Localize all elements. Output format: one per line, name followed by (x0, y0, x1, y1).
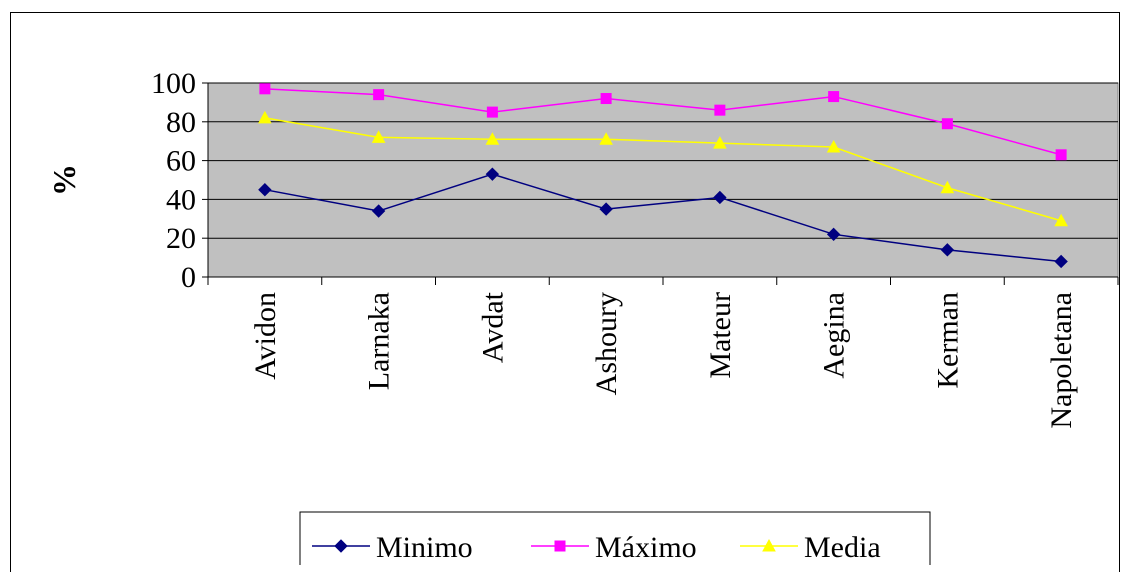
series-lines (258, 83, 1068, 269)
data-point-minimo (599, 202, 613, 216)
data-point-minimo (713, 190, 727, 205)
data-point-maximo (259, 83, 271, 95)
y-tick-label: 40 (166, 183, 196, 216)
y-tick-labels: 0 20 40 60 80 100 (151, 67, 196, 294)
axes (207, 83, 1119, 285)
x-tick-label: Napoletana (1045, 292, 1078, 429)
x-tick-label: Mateur (704, 292, 737, 379)
data-point-media (713, 136, 727, 149)
y-tick-label: 0 (181, 261, 196, 294)
legend-marker-media (762, 538, 776, 552)
data-point-minimo (1054, 254, 1068, 269)
legend-marker-maximo (554, 540, 566, 552)
data-point-media (258, 110, 272, 124)
data-point-minimo (258, 182, 272, 197)
x-tick-label: Avdat (476, 291, 509, 363)
data-point-media (826, 139, 841, 153)
data-point-minimo (371, 204, 386, 218)
legend-label-maximo: Máximo (595, 531, 697, 564)
legend-box (299, 511, 931, 565)
data-point-maximo (373, 89, 385, 101)
data-point-minimo (940, 243, 955, 257)
data-point-maximo (600, 93, 612, 105)
x-tick-label: Aegina (818, 292, 851, 379)
plot-area (207, 82, 1119, 278)
legend-label-media: Media (804, 531, 881, 564)
data-point-media (371, 130, 386, 143)
y-tick-label: 20 (166, 222, 196, 255)
data-point-media (940, 180, 955, 194)
y-tick-label: 80 (166, 106, 196, 139)
data-point-maximo (941, 118, 953, 130)
data-point-maximo (486, 106, 498, 118)
series-media (258, 110, 1068, 227)
y-axis-label: % (46, 164, 82, 196)
data-point-media (1054, 213, 1068, 227)
legend-marker-minimo (334, 539, 348, 553)
series-line-media (264, 117, 1062, 222)
data-point-maximo (714, 104, 726, 116)
data-point-minimo (485, 167, 500, 181)
y-tick-label: 60 (166, 145, 196, 178)
x-tick-label: Larnaka (363, 292, 396, 390)
series-line-maximo (264, 88, 1062, 156)
series-line-minimo (264, 173, 1062, 263)
data-point-maximo (828, 91, 840, 103)
x-tick-labels: Avidon Larnaka Avdat Ashoury Mateur Aegina Ker… (249, 291, 1078, 428)
series-minimo (258, 167, 1068, 269)
x-tick-label: Kerman (931, 292, 964, 389)
gridlines (202, 82, 1118, 278)
data-point-maximo (1055, 149, 1067, 161)
data-point-media (485, 132, 500, 145)
legend-label-minimo: Minimo (376, 531, 473, 564)
x-tick-label: Ashoury (590, 292, 623, 395)
y-tick-label: 100 (151, 67, 196, 100)
data-point-minimo (826, 227, 841, 242)
legend: Minimo Máximo Media (299, 511, 931, 565)
data-point-media (599, 132, 613, 145)
x-tick-label: Avidon (249, 292, 282, 380)
series-maximo (259, 83, 1067, 161)
